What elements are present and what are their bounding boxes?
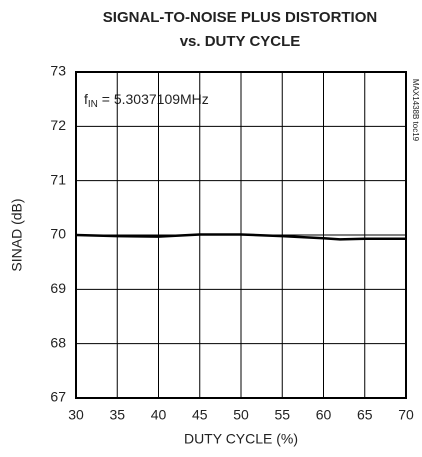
x-tick-label: 50 <box>233 407 249 423</box>
y-tick-label: 72 <box>50 117 66 133</box>
y-tick-label: 71 <box>50 171 66 187</box>
x-tick-label: 30 <box>68 407 84 423</box>
y-tick-label: 69 <box>50 280 66 296</box>
y-axis-label: SINAD (dB) <box>9 198 25 271</box>
y-tick-label: 68 <box>50 334 66 350</box>
y-tick-label: 73 <box>50 63 66 79</box>
x-tick-label: 45 <box>192 407 208 423</box>
annotation-rest: = 5.3037109MHz <box>98 91 209 107</box>
chart-title: vs. DUTY CYCLE <box>180 33 301 50</box>
x-tick-label: 60 <box>316 407 332 423</box>
x-tick-label: 55 <box>274 407 290 423</box>
data-line <box>75 233 406 241</box>
x-tick-label: 65 <box>357 407 373 423</box>
x-axis-label: DUTY CYCLE (%) <box>184 431 298 447</box>
annotation-sub: IN <box>88 99 98 110</box>
x-tick-label: 35 <box>109 407 125 423</box>
x-tick-label: 40 <box>151 407 167 423</box>
x-tick-label: 70 <box>398 407 414 423</box>
y-tick-label: 67 <box>50 389 66 405</box>
annotation-base: f <box>84 91 88 107</box>
chart-title: SIGNAL-TO-NOISE PLUS DISTORTION <box>103 9 377 26</box>
y-tick-label: 70 <box>50 226 66 242</box>
annotation: fIN = 5.3037109MHz <box>84 91 209 110</box>
figure-id: MAX1438B toc19 <box>411 79 420 142</box>
